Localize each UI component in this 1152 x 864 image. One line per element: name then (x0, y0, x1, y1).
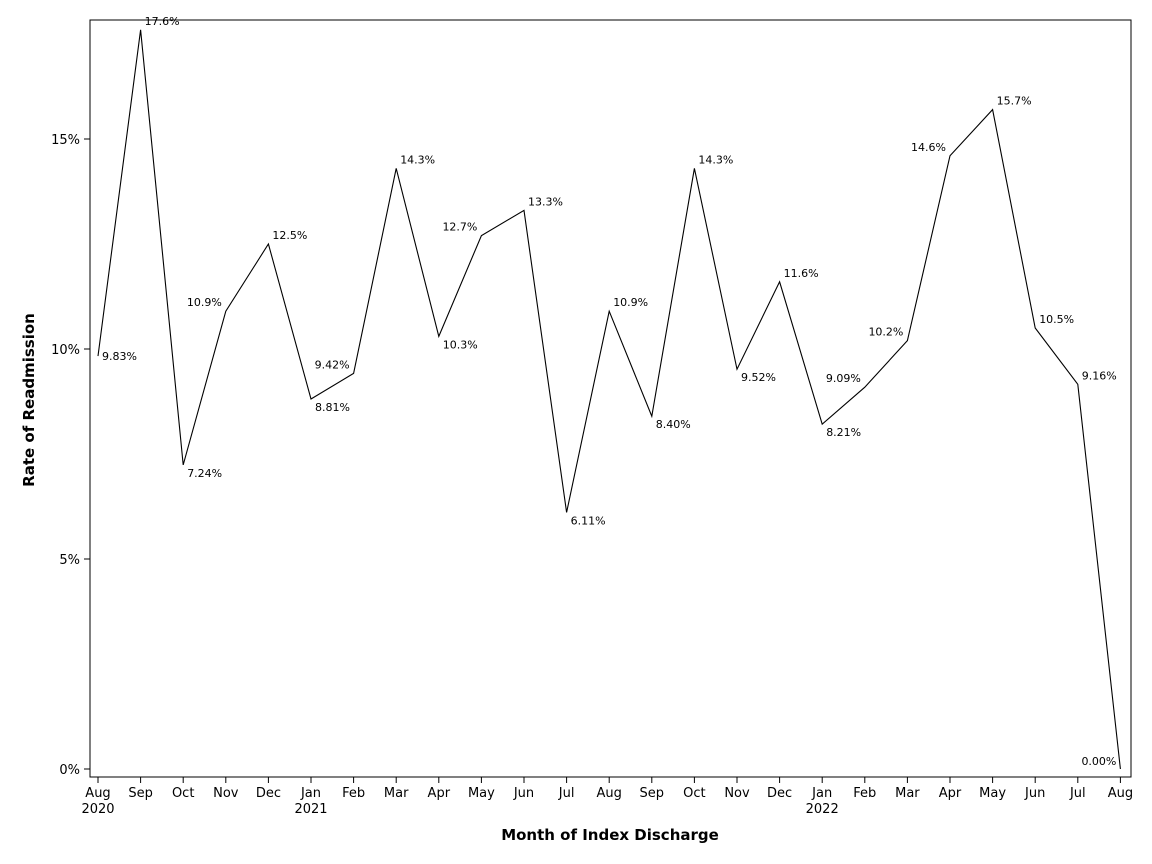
x-tick-label: Apr (939, 786, 962, 801)
data-label: 10.5% (1039, 313, 1074, 326)
data-label: 13.3% (528, 195, 563, 208)
x-tick-label: Feb (853, 786, 876, 801)
x-tick-label: Jun (513, 786, 534, 801)
x-tick-label: Aug (85, 786, 110, 801)
data-label: 9.16% (1082, 369, 1117, 382)
x-tick-label: Jul (558, 786, 575, 801)
x-tick-label: Apr (428, 786, 451, 801)
x-year-label: 2022 (806, 802, 839, 817)
data-label: 10.2% (868, 326, 903, 339)
x-tick-label: Jun (1024, 786, 1045, 801)
x-tick-label: Dec (256, 786, 281, 801)
series-line (97, 29, 1121, 770)
data-label: 15.7% (997, 95, 1032, 108)
x-tick-label: May (979, 786, 1006, 801)
x-tick-label: Nov (213, 786, 239, 801)
x-tick-label: Jul (1069, 786, 1086, 801)
data-label: 14.3% (698, 153, 733, 166)
data-label: 10.9% (613, 296, 648, 309)
y-tick-label: 10% (51, 343, 80, 358)
data-label: 10.3% (443, 338, 478, 351)
x-tick-label: Oct (683, 786, 705, 801)
x-year-label: 2020 (81, 802, 114, 817)
x-axis-title: Month of Index Discharge (501, 826, 719, 844)
x-tick-label: Dec (767, 786, 792, 801)
data-labels: 9.83% 17.6% 7.24% 10.9% 12.5% 8.81% 9.42% 14.3%… (102, 15, 1117, 768)
data-label: 11.6% (784, 267, 819, 280)
x-tick-label: Aug (597, 786, 622, 801)
data-label: 9.83% (102, 350, 137, 363)
data-label: 9.09% (826, 372, 861, 385)
x-tick-label: Jan (811, 786, 832, 801)
x-tick-label: Mar (384, 786, 409, 801)
data-label: 0.00% (1081, 755, 1116, 768)
x-tick-label: Mar (895, 786, 920, 801)
x-tick-label: Jan (300, 786, 321, 801)
x-tick-label: Oct (172, 786, 194, 801)
data-label: 12.7% (442, 221, 477, 234)
y-tick-label: 15% (51, 133, 80, 148)
y-tick-label: 5% (59, 553, 80, 568)
data-label: 8.21% (826, 426, 861, 439)
data-label: 8.40% (656, 418, 691, 431)
data-label: 10.9% (187, 296, 222, 309)
x-year-label: 2021 (294, 802, 327, 817)
data-label: 6.11% (571, 514, 606, 527)
data-label: 17.6% (145, 15, 180, 28)
data-label: 9.52% (741, 371, 776, 384)
y-axis: 0% 5% 10% 15% (51, 133, 90, 778)
x-tick-label: Nov (724, 786, 750, 801)
data-label: 9.42% (315, 358, 350, 371)
x-tick-label: Aug (1108, 786, 1133, 801)
plot-frame (89, 19, 1132, 778)
x-tick-label: Feb (342, 786, 365, 801)
y-tick-label: 0% (59, 763, 80, 778)
data-label: 14.3% (400, 153, 435, 166)
x-tick-label: May (468, 786, 495, 801)
x-tick-label: Sep (640, 786, 665, 801)
x-tick-label: Sep (128, 786, 153, 801)
data-label: 8.81% (315, 401, 350, 414)
y-axis-title: Rate of Readmission (20, 313, 38, 487)
data-label: 14.6% (911, 141, 946, 154)
data-label: 12.5% (272, 229, 307, 242)
x-axis: Aug Sep Oct Nov Dec Jan Feb Mar Apr May Jun Jul Aug S… (81, 777, 1133, 817)
data-label: 7.24% (187, 467, 222, 480)
